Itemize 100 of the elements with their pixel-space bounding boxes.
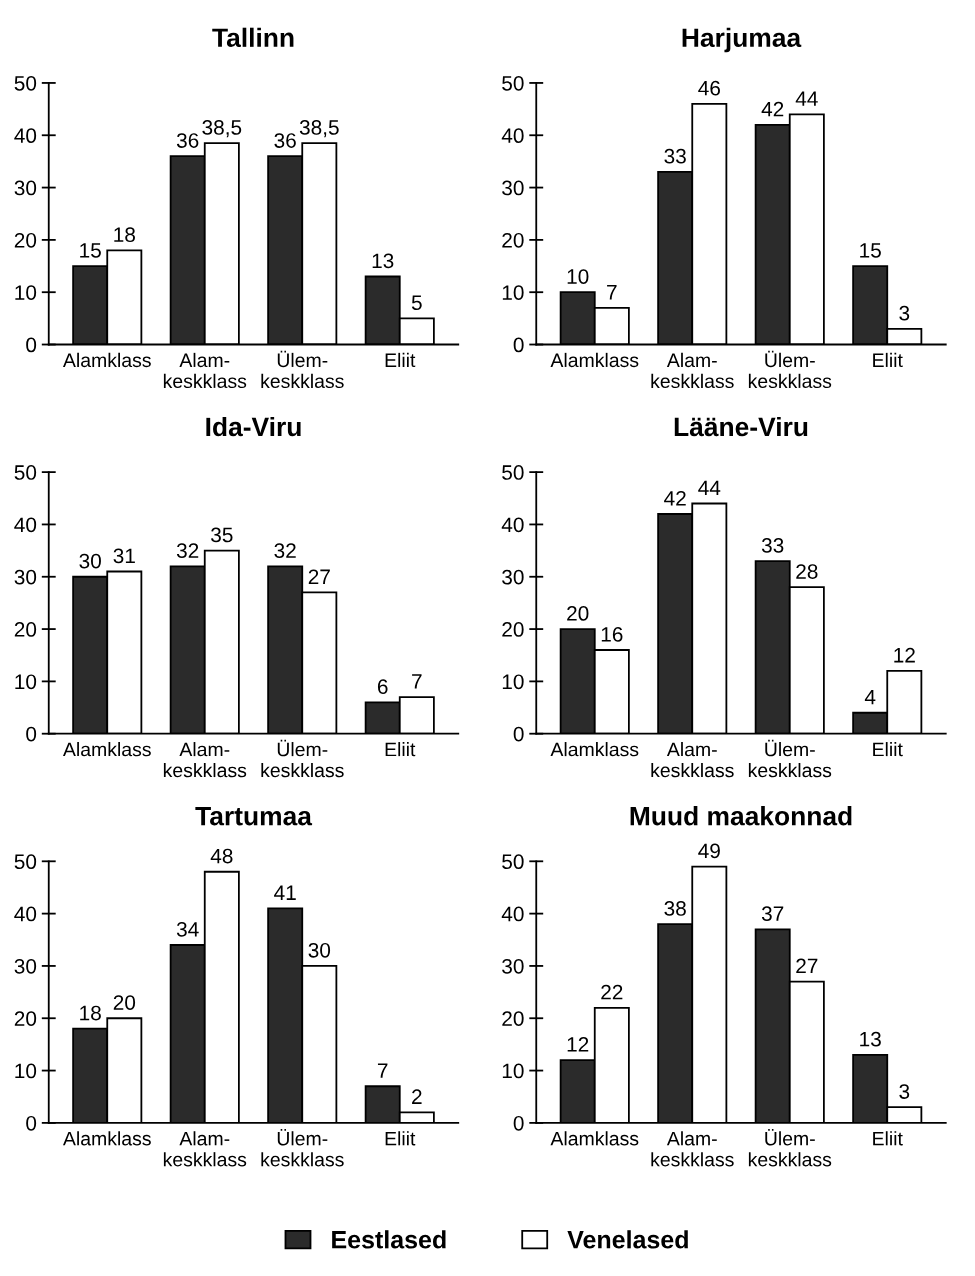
y-tick-label: 50	[14, 75, 37, 91]
data-label: 6	[377, 679, 388, 695]
data-label: 44	[795, 91, 818, 106]
x-tick-label: Ülem- keskklass	[748, 739, 832, 778]
data-label: 10	[567, 269, 589, 284]
y-tick-label: 40	[501, 128, 524, 144]
data-label: 38,5	[202, 120, 242, 138]
x-tick-label: Alam- keskklass	[163, 352, 247, 389]
data-label: 12	[567, 1037, 589, 1052]
data-label: 42	[761, 101, 784, 117]
data-label: 12	[894, 647, 915, 663]
data-label: 20	[113, 995, 136, 1010]
y-tick-label: 20	[502, 232, 524, 248]
data-label: 13	[860, 1031, 881, 1047]
x-tick-label: Alamklass	[62, 742, 151, 757]
y-tick-label: 30	[502, 958, 524, 974]
x-tick-label: Eliit	[873, 352, 903, 368]
data-label: 31	[113, 548, 135, 564]
data-label: 36	[274, 133, 296, 148]
x-tick-label: Alam- keskklass	[651, 1131, 734, 1167]
data-label: 13	[372, 253, 394, 269]
data-label: 46	[698, 80, 720, 96]
y-tick-label: 40	[14, 517, 37, 533]
data-label: 33	[664, 148, 686, 164]
x-tick-label: Alam- keskklass	[651, 742, 734, 778]
x-tick-label: Alamklass	[62, 1131, 151, 1146]
chart-title: Harjumaa	[682, 27, 802, 53]
data-label: 7	[377, 1063, 388, 1078]
y-tick-label: 20	[14, 1011, 37, 1026]
data-label: 27	[308, 569, 330, 584]
y-tick-label: 0	[26, 726, 37, 742]
data-label: 15	[80, 243, 101, 258]
data-label: 38	[664, 901, 686, 916]
data-label: 48	[210, 848, 233, 864]
y-tick-label: 50	[502, 465, 524, 480]
x-tick-label: Eliit	[385, 352, 416, 368]
y-tick-label: 40	[14, 128, 37, 144]
x-tick-label: Alam- keskklass	[163, 1131, 247, 1167]
data-label: 27	[796, 958, 818, 974]
data-label: 2	[412, 1089, 422, 1104]
data-label: 30	[308, 942, 331, 958]
y-tick-label: 0	[26, 1115, 37, 1131]
x-tick-label: Eliit	[873, 742, 903, 757]
data-label: 7	[412, 674, 422, 689]
data-label: 3	[899, 305, 910, 321]
y-tick-label: 10	[15, 285, 37, 300]
data-label: 37	[761, 906, 784, 922]
data-label: 42	[664, 490, 686, 506]
data-label: 22	[601, 984, 623, 1000]
data-label: 49	[698, 843, 720, 859]
y-tick-label: 30	[14, 569, 37, 585]
data-label: 7	[607, 285, 617, 300]
y-tick-label: 10	[15, 1063, 37, 1079]
x-tick-label: Ülem- keskklass	[261, 350, 344, 389]
y-tick-label: 20	[502, 622, 524, 637]
x-tick-label: Alam- keskklass	[163, 742, 247, 778]
chart-title: Tartumaa	[195, 807, 313, 826]
y-tick-label: 50	[502, 75, 524, 91]
y-tick-label: 0	[513, 726, 524, 742]
data-label: 18	[114, 227, 135, 243]
data-label: 34	[176, 921, 199, 937]
data-label: 44	[698, 480, 721, 495]
chart-title: Tallinn	[212, 27, 294, 48]
legend-label: Eestlased	[332, 1230, 446, 1249]
x-tick-label: Alamklass	[550, 352, 639, 368]
chart-title: Lääne-Viru	[674, 416, 808, 437]
y-tick-label: 50	[14, 854, 37, 870]
data-label: 36	[176, 133, 199, 148]
y-tick-label: 10	[502, 285, 524, 300]
x-tick-label: Alamklass	[550, 1131, 639, 1146]
legend-label: Venelased	[567, 1230, 688, 1249]
x-tick-label: Eliit	[873, 1131, 903, 1146]
data-label: 33	[761, 538, 784, 553]
y-tick-label: 40	[501, 517, 524, 533]
y-tick-label: 10	[15, 674, 37, 690]
chart-title: Ida-Viru	[206, 416, 301, 437]
data-label: 18	[80, 1005, 101, 1021]
data-label: 28	[796, 564, 818, 579]
data-label: 35	[211, 527, 233, 543]
data-label: 41	[274, 885, 296, 900]
x-tick-label: Eliit	[385, 742, 416, 757]
y-tick-label: 0	[26, 337, 37, 353]
x-tick-label: Alam- keskklass	[651, 352, 734, 389]
data-label: 38,5	[299, 120, 339, 138]
x-tick-label: Ülem- keskklass	[261, 739, 344, 778]
x-tick-label: Eliit	[385, 1131, 416, 1146]
y-tick-label: 30	[502, 569, 524, 585]
y-tick-label: 0	[513, 1115, 524, 1131]
chart-title: Muud maakonnad	[630, 806, 852, 826]
y-tick-label: 30	[502, 180, 524, 196]
y-tick-label: 30	[14, 958, 37, 974]
data-label: 5	[411, 295, 422, 311]
data-label: 32	[176, 543, 199, 558]
x-tick-label: Ülem- keskklass	[748, 350, 832, 389]
y-tick-label: 10	[502, 674, 524, 690]
x-tick-label: Alamklass	[62, 352, 151, 368]
y-tick-label: 0	[513, 337, 524, 353]
data-label: 3	[899, 1084, 910, 1099]
x-tick-label: Alamklass	[550, 742, 639, 757]
data-label: 15	[860, 243, 881, 258]
